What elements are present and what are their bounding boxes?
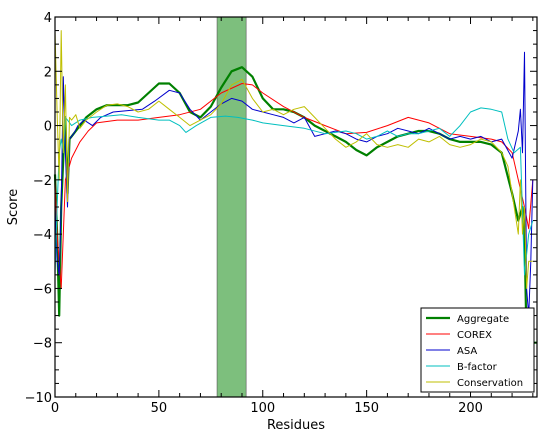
y-tick-label: 0: [44, 120, 52, 135]
y-tick-label: −4: [33, 228, 52, 243]
y-axis-title: Score: [6, 189, 21, 225]
y-tick-label: −6: [33, 282, 52, 297]
y-tick-label: −2: [33, 174, 52, 189]
series-line-conservation: [54, 30, 533, 289]
legend-label: Conservation: [457, 378, 523, 389]
y-tick-label: −8: [33, 337, 52, 352]
highlight-region-layer: [216, 16, 247, 398]
series-line-corex: [54, 83, 534, 289]
legend: Aggregate COREX ASA B-factor Conservation: [420, 307, 535, 393]
legend-label: COREX: [457, 330, 492, 341]
x-tick-label: 200: [458, 401, 483, 416]
ticks-layer: 0 50 100 150 200 4 2 0 −2 −4 −6 −8 −10: [25, 11, 537, 416]
series-line-aggregate: [53, 66, 537, 385]
series-line-b-factor: [54, 107, 534, 276]
y-tick-label: −10: [25, 391, 52, 406]
x-tick-label: 150: [354, 401, 379, 416]
y-tick-label: 4: [44, 11, 52, 26]
legend-label: ASA: [457, 346, 477, 357]
legend-label: B-factor: [457, 362, 498, 373]
series-layer: [53, 30, 537, 385]
x-tick-label: 50: [151, 401, 168, 416]
series-line-asa: [54, 51, 534, 317]
y-tick-label: 2: [44, 65, 52, 80]
x-axis-title: Residues: [267, 418, 325, 433]
highlight-band: [216, 16, 247, 398]
x-tick-label: 0: [51, 401, 59, 416]
x-tick-label: 100: [250, 401, 275, 416]
legend-label: Aggregate: [457, 314, 509, 325]
